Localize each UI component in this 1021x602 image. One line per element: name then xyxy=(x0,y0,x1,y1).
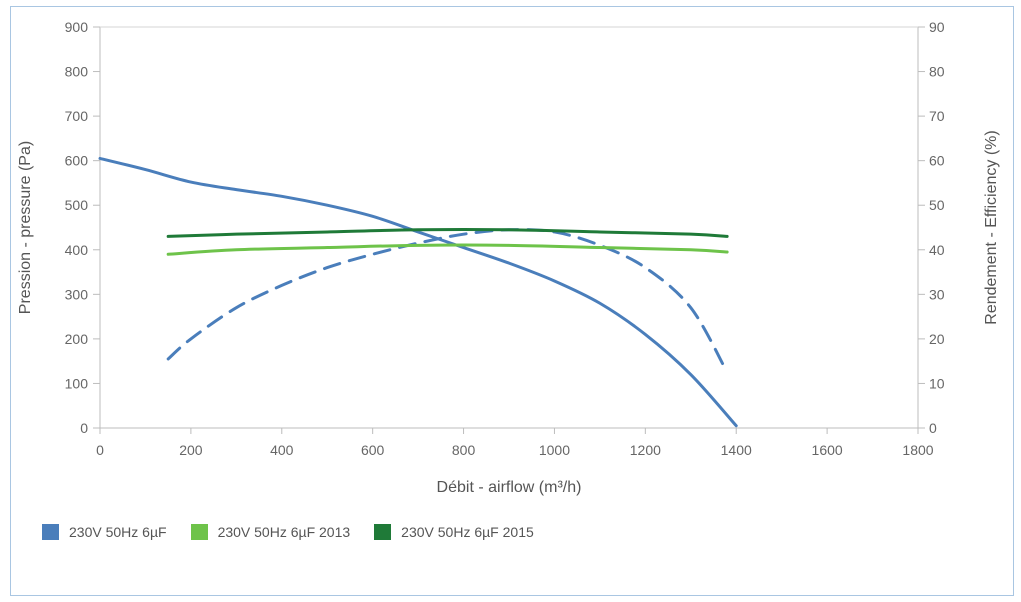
x-tick-label: 1400 xyxy=(721,442,752,458)
y-left-tick-label: 400 xyxy=(65,242,89,258)
x-tick-label: 1200 xyxy=(630,442,661,458)
legend-swatch xyxy=(190,524,208,540)
y-left-tick-label: 300 xyxy=(65,286,89,302)
series-lines xyxy=(98,156,738,428)
y-left-tick-label: 700 xyxy=(65,108,89,124)
y-left-tick-label: 900 xyxy=(65,19,89,35)
legend: 230V 50Hz 6µF 230V 50Hz 6µF 2013 230V 50… xyxy=(42,524,534,540)
y-left-tick-label: 100 xyxy=(65,375,89,391)
y-left-tick-label: 600 xyxy=(65,153,89,169)
legend-item[interactable]: 230V 50Hz 6µF 2013 xyxy=(190,524,351,540)
y-left-tick-label: 500 xyxy=(65,197,89,213)
legend-label: 230V 50Hz 6µF xyxy=(69,524,167,540)
y-right-tick-label: 40 xyxy=(929,242,945,258)
legend-label: 230V 50Hz 6µF 2015 xyxy=(401,524,534,540)
y-right-tick-label: 80 xyxy=(929,64,945,80)
legend-swatch xyxy=(374,524,392,540)
y-right-tick-label: 90 xyxy=(929,19,945,35)
y-right-tick-label: 10 xyxy=(929,375,945,391)
y-right-axis-title: Rendement - Efficiency (%) xyxy=(983,130,1000,324)
x-tick-label: 400 xyxy=(270,442,294,458)
y-right-tick-label: 50 xyxy=(929,197,945,213)
y-right-tick-label: 20 xyxy=(929,331,945,347)
legend-item[interactable]: 230V 50Hz 6µF 2015 xyxy=(374,524,534,540)
y-right-tick-label: 60 xyxy=(929,153,945,169)
legend-swatch xyxy=(42,524,59,540)
y-left-axis-title: Pression - pressure (Pa) xyxy=(17,141,34,314)
legend-label: 230V 50Hz 6µF 2013 xyxy=(217,524,351,540)
x-tick-label: 1800 xyxy=(902,442,933,458)
series-line-2 xyxy=(166,243,729,256)
chart-panel xyxy=(10,6,1014,596)
x-tick-label: 0 xyxy=(96,442,104,458)
x-tick-label: 1000 xyxy=(539,442,570,458)
axes-group: 0100200300400500600700800900010203040506… xyxy=(65,19,945,458)
y-right-tick-label: 30 xyxy=(929,286,945,302)
x-tick-label: 600 xyxy=(361,442,385,458)
x-tick-label: 1600 xyxy=(812,442,843,458)
legend-item[interactable]: 230V 50Hz 6µF xyxy=(42,524,167,540)
y-right-tick-label: 70 xyxy=(929,108,945,124)
x-axis-title: Débit - airflow (m³/h) xyxy=(437,479,582,496)
series-line-0 xyxy=(98,156,738,428)
y-left-tick-label: 0 xyxy=(80,420,88,436)
y-right-tick-label: 0 xyxy=(929,420,937,436)
x-tick-label: 800 xyxy=(452,442,476,458)
series-line-3 xyxy=(166,227,729,238)
y-left-tick-label: 200 xyxy=(65,331,89,347)
x-tick-label: 200 xyxy=(179,442,203,458)
series-line-efficiency-dashed xyxy=(166,228,729,374)
y-left-tick-label: 800 xyxy=(65,64,89,80)
